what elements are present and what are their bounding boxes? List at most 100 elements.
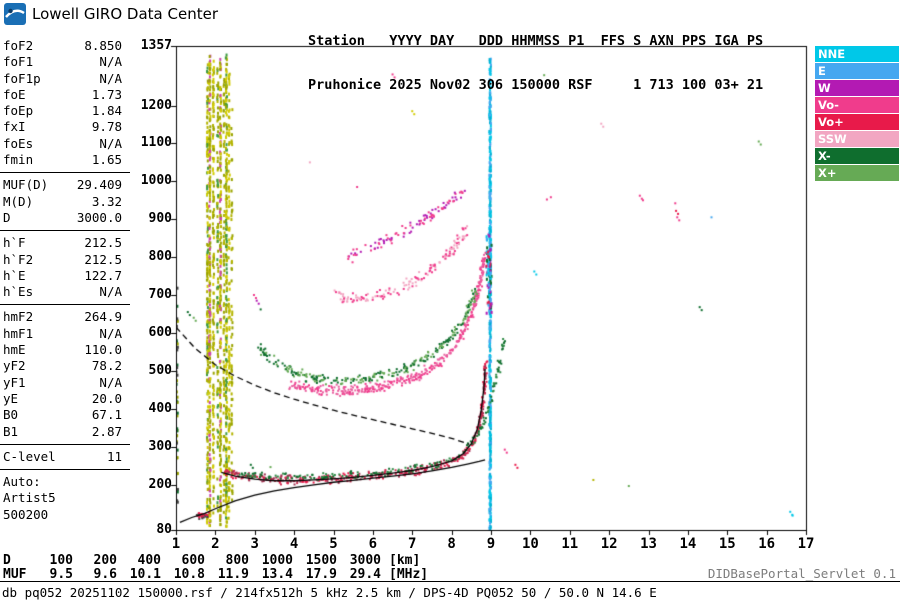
parameter-value: 1.84 bbox=[91, 103, 122, 119]
y-tick-label: 1357 bbox=[140, 38, 172, 53]
giro-logo-icon bbox=[4, 3, 26, 25]
parameter-row: h`F2 212.5 bbox=[0, 252, 130, 268]
legend-item-vo: Vo- bbox=[815, 97, 899, 113]
legend-item-w: W bbox=[815, 80, 899, 96]
x-tick-label: 14 bbox=[679, 536, 697, 552]
parameter-value: 78.2 bbox=[91, 358, 122, 374]
distance-unit: [km] bbox=[389, 553, 421, 568]
legend-item-ssw: SSW bbox=[815, 131, 899, 147]
muf-value: 29.4 bbox=[349, 567, 381, 582]
muf-row: MUF 9.5 9.6 10.1 10.8 11.9 13.4 17.9 29.4 [MHz] bbox=[3, 567, 428, 582]
parameter-row: fxI 9.78 bbox=[0, 119, 130, 135]
parameter-row: hmF1 N/A bbox=[0, 326, 130, 342]
parameter-label: yF2 bbox=[3, 358, 26, 374]
parameter-label: foE bbox=[3, 86, 26, 102]
parameter-row: foF1 N/A bbox=[0, 54, 130, 70]
x-tick-label: 10 bbox=[521, 536, 539, 552]
parameter-row: hmE 110.0 bbox=[0, 342, 130, 358]
muf-value: 9.6 bbox=[93, 567, 117, 582]
parameter-label: yF1 bbox=[3, 374, 26, 390]
x-tick-label: 9 bbox=[486, 536, 496, 552]
parameter-label: foF2 bbox=[3, 38, 34, 53]
parameter-value: 110.0 bbox=[84, 342, 122, 358]
distance-label: D bbox=[3, 553, 11, 568]
measurement-status-line: db pq052 20251102 150000.rsf / 214fx512h… bbox=[2, 585, 657, 600]
parameter-label: foF1p bbox=[3, 70, 41, 86]
y-tick-label: 200 bbox=[148, 476, 172, 492]
parameter-value: 1.65 bbox=[91, 152, 122, 168]
station-header-line1: Station YYYY DAY DDD HHMMSS P1 FFS S AXN… bbox=[308, 33, 764, 49]
x-tick-label: 2 bbox=[211, 536, 220, 552]
x-tick-label: 6 bbox=[368, 536, 378, 552]
parameter-value: N/A bbox=[99, 54, 122, 70]
muf-value: 10.1 bbox=[129, 567, 161, 582]
x-tick-label: 12 bbox=[600, 536, 618, 552]
distance-value: 3000 bbox=[349, 553, 381, 568]
legend-item-vo: Vo+ bbox=[815, 114, 899, 130]
muf-unit: [MHz] bbox=[389, 567, 429, 582]
y-tick-label: 1000 bbox=[140, 173, 172, 189]
parameter-value: 29.409 bbox=[76, 177, 122, 193]
parameter-value: 3.32 bbox=[91, 193, 122, 209]
x-tick-label: 4 bbox=[289, 536, 299, 552]
parameter-row: foF1p N/A bbox=[0, 71, 130, 87]
x-tick-label: 16 bbox=[758, 536, 776, 552]
x-tick-label: 5 bbox=[329, 536, 338, 552]
legend-item-e: E bbox=[815, 63, 899, 79]
parameter-row: B1 2.87 bbox=[0, 424, 130, 440]
x-tick-label: 15 bbox=[718, 536, 736, 552]
parameter-value: N/A bbox=[99, 70, 122, 86]
parameter-label: hmF2 bbox=[3, 309, 34, 325]
parameter-value: N/A bbox=[99, 284, 122, 300]
parameter-label: h`E bbox=[3, 267, 26, 283]
parameter-row: Artist5 bbox=[0, 490, 130, 506]
parameter-label: foF1 bbox=[3, 54, 34, 70]
parameter-row: h`F 212.5 bbox=[0, 235, 130, 251]
x-tick-label: 7 bbox=[408, 536, 417, 552]
distance-value: 400 bbox=[137, 553, 161, 568]
parameter-label: 500200 bbox=[3, 506, 49, 522]
y-tick-label: 1100 bbox=[140, 135, 172, 151]
parameter-value: 2.87 bbox=[91, 423, 122, 439]
distance-row: D 100 200 400 600 800 1000 1500 3000 [km] bbox=[3, 553, 420, 568]
muf-label: MUF bbox=[3, 567, 27, 582]
parameter-row: h`E 122.7 bbox=[0, 268, 130, 284]
parameter-label: yE bbox=[3, 390, 19, 406]
parameter-value: 67.1 bbox=[91, 407, 122, 423]
parameter-label: B0 bbox=[3, 407, 19, 423]
y-tick-label: 600 bbox=[148, 324, 172, 340]
parameter-value: 212.5 bbox=[84, 251, 122, 267]
parameter-row: hmF2 264.9 bbox=[0, 309, 130, 325]
parameter-value: 3000.0 bbox=[76, 209, 122, 225]
parameter-value: 9.78 bbox=[91, 119, 122, 135]
y-tick-label: 900 bbox=[148, 211, 172, 227]
muf-value: 13.4 bbox=[261, 567, 293, 582]
parameter-row: foE 1.73 bbox=[0, 87, 130, 103]
parameter-value: N/A bbox=[99, 325, 122, 341]
parameter-row: foF2 8.850 bbox=[0, 38, 130, 54]
x-tick-label: 8 bbox=[447, 536, 456, 552]
parameter-label: hmE bbox=[3, 342, 26, 358]
parameter-label: h`F bbox=[3, 235, 26, 251]
parameter-row: foEs N/A bbox=[0, 136, 130, 152]
y-tick-label: 500 bbox=[148, 362, 172, 378]
muf-value: 9.5 bbox=[49, 567, 73, 582]
parameter-label: M(D) bbox=[3, 193, 34, 209]
parameter-row: h`Es N/A bbox=[0, 284, 130, 300]
x-tick-label: 11 bbox=[561, 536, 579, 552]
parameter-row: yF2 78.2 bbox=[0, 358, 130, 374]
legend-item-x: X+ bbox=[815, 165, 899, 181]
parameter-label: foEp bbox=[3, 103, 34, 119]
servlet-version-label: DIDBasePortal_Servlet 0.1 bbox=[707, 566, 896, 581]
panel-divider bbox=[0, 172, 130, 174]
distance-value: 1500 bbox=[305, 553, 337, 568]
y-tick-label: 800 bbox=[148, 249, 172, 265]
parameter-row: 500200 bbox=[0, 507, 130, 523]
y-tick-label: 1200 bbox=[140, 97, 172, 113]
echo-legend: NNE E W Vo- Vo+ SSW X- X+ bbox=[815, 46, 899, 182]
parameter-row: yF1 N/A bbox=[0, 375, 130, 391]
parameter-label: Artist5 bbox=[3, 490, 56, 506]
parameter-value: N/A bbox=[99, 374, 122, 390]
parameter-label: C-level bbox=[3, 448, 56, 464]
